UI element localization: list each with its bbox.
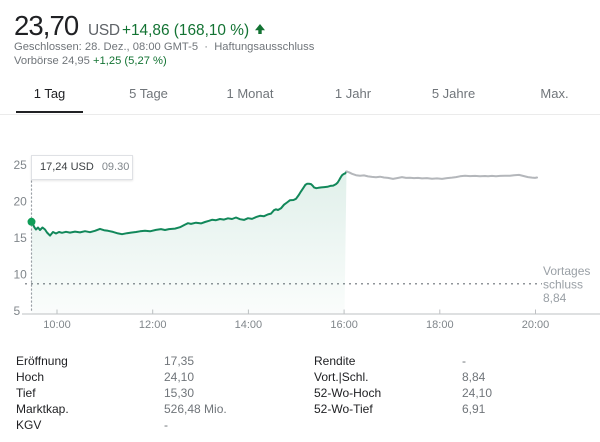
svg-text:10: 10 bbox=[14, 268, 28, 282]
svg-text:20:00: 20:00 bbox=[522, 319, 550, 331]
svg-text:schluss: schluss bbox=[543, 278, 583, 292]
svg-text:10:00: 10:00 bbox=[43, 319, 71, 331]
svg-text:12:00: 12:00 bbox=[139, 319, 167, 331]
svg-text:16:00: 16:00 bbox=[330, 319, 358, 331]
svg-text:8,84: 8,84 bbox=[543, 291, 567, 305]
svg-text:25: 25 bbox=[14, 158, 28, 172]
svg-text:15: 15 bbox=[14, 231, 28, 245]
svg-text:5: 5 bbox=[14, 304, 21, 318]
svg-text:18:00: 18:00 bbox=[426, 319, 454, 331]
svg-text:14:00: 14:00 bbox=[235, 319, 263, 331]
svg-text:20: 20 bbox=[14, 195, 28, 209]
svg-text:Vortages: Vortages bbox=[543, 264, 590, 278]
